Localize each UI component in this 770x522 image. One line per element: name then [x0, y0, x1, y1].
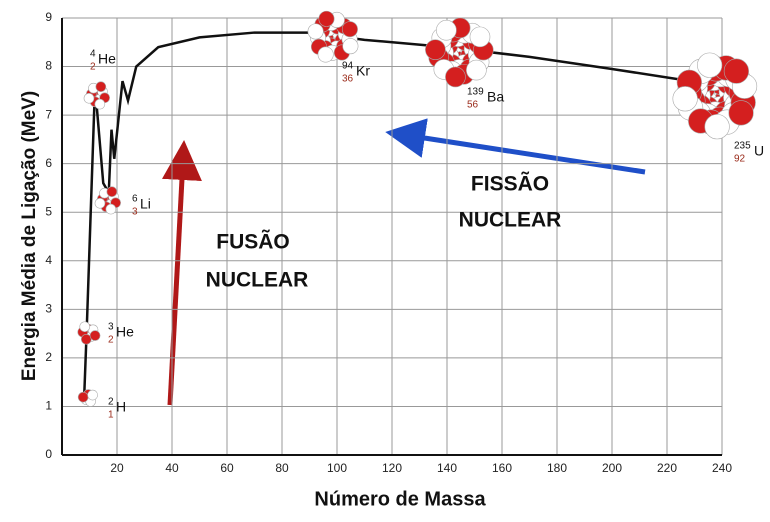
symbol: Li: [140, 196, 151, 212]
x-tick-label: 80: [275, 461, 289, 475]
nucleon: [673, 86, 698, 111]
y-tick-label: 6: [45, 156, 52, 170]
atomic-number: 3: [132, 207, 138, 218]
nucleon: [436, 20, 456, 40]
x-tick-label: 220: [657, 461, 677, 475]
fission-label: FISSÃO: [471, 173, 549, 196]
x-tick-label: 100: [327, 461, 347, 475]
nucleon: [705, 114, 730, 139]
y-tick-label: 7: [45, 107, 52, 121]
nucleon: [466, 60, 486, 80]
nucleon: [470, 27, 490, 47]
symbol: U: [754, 143, 764, 159]
nucleon: [342, 22, 357, 37]
nucleus: [673, 53, 757, 139]
nucleus: [78, 322, 100, 345]
x-tick-label: 240: [712, 461, 732, 475]
symbol: He: [98, 51, 116, 67]
mass-number: 139: [467, 87, 484, 98]
y-tick-label: 5: [45, 204, 52, 218]
y-tick-label: 4: [45, 253, 52, 267]
mass-number: 2: [108, 397, 114, 408]
symbol: H: [116, 399, 126, 415]
nucleon: [425, 40, 445, 60]
symbol: Kr: [356, 63, 370, 79]
x-tick-label: 200: [602, 461, 622, 475]
nucleon: [445, 67, 465, 87]
atomic-number: 92: [734, 154, 746, 165]
y-tick-label: 1: [45, 399, 52, 413]
nucleus: [425, 18, 493, 87]
chart: Número de Massa Energia Média de Ligação…: [0, 0, 770, 517]
x-tick-label: 120: [382, 461, 402, 475]
symbol: Ba: [487, 89, 504, 105]
nucleon: [88, 390, 98, 400]
nucleon: [84, 93, 94, 103]
nucleon: [343, 38, 358, 53]
nucleon: [729, 101, 754, 126]
x-tick-label: 20: [110, 461, 124, 475]
nucleon: [90, 331, 100, 341]
nucleon: [95, 198, 105, 208]
nucleus: [78, 390, 97, 407]
fusion-label: FUSÃO: [216, 231, 290, 254]
symbol: He: [116, 324, 134, 340]
mass-number: 4: [90, 49, 96, 60]
atomic-number: 1: [108, 410, 114, 421]
mass-number: 235: [734, 141, 751, 152]
fission-arrow: [405, 135, 645, 172]
nucleon: [96, 82, 106, 92]
fusion-label: NUCLEAR: [206, 269, 309, 292]
atomic-number: 2: [108, 335, 114, 346]
x-tick-label: 180: [547, 461, 567, 475]
y-tick-label: 8: [45, 59, 52, 73]
mass-number: 3: [108, 322, 114, 333]
atomic-number: 36: [342, 74, 354, 85]
x-tick-label: 160: [492, 461, 512, 475]
mass-number: 6: [132, 194, 138, 205]
x-tick-label: 140: [437, 461, 457, 475]
nucleon: [318, 47, 333, 62]
nucleon: [80, 322, 90, 332]
y-tick-label: 0: [45, 447, 52, 461]
x-tick-label: 40: [165, 461, 179, 475]
y-axis-title: Energia Média de Ligação (MeV): [19, 91, 40, 381]
nucleon: [107, 187, 117, 197]
y-tick-label: 2: [45, 350, 52, 364]
nucleon: [106, 204, 116, 214]
mass-number: 94: [342, 61, 354, 72]
nucleon: [697, 53, 722, 78]
nucleon: [724, 59, 749, 84]
nucleon: [319, 11, 334, 26]
nucleus: [84, 82, 110, 109]
y-tick-label: 9: [45, 10, 52, 24]
nucleus: [308, 11, 358, 62]
nucleon: [95, 99, 105, 109]
x-tick-label: 60: [220, 461, 234, 475]
nucleon: [78, 392, 88, 402]
y-tick-label: 3: [45, 302, 52, 316]
x-axis-title: Número de Massa: [314, 488, 486, 510]
atomic-number: 56: [467, 100, 479, 111]
atomic-number: 2: [90, 62, 96, 73]
nucleon: [308, 24, 323, 39]
fission-label: NUCLEAR: [459, 209, 562, 232]
